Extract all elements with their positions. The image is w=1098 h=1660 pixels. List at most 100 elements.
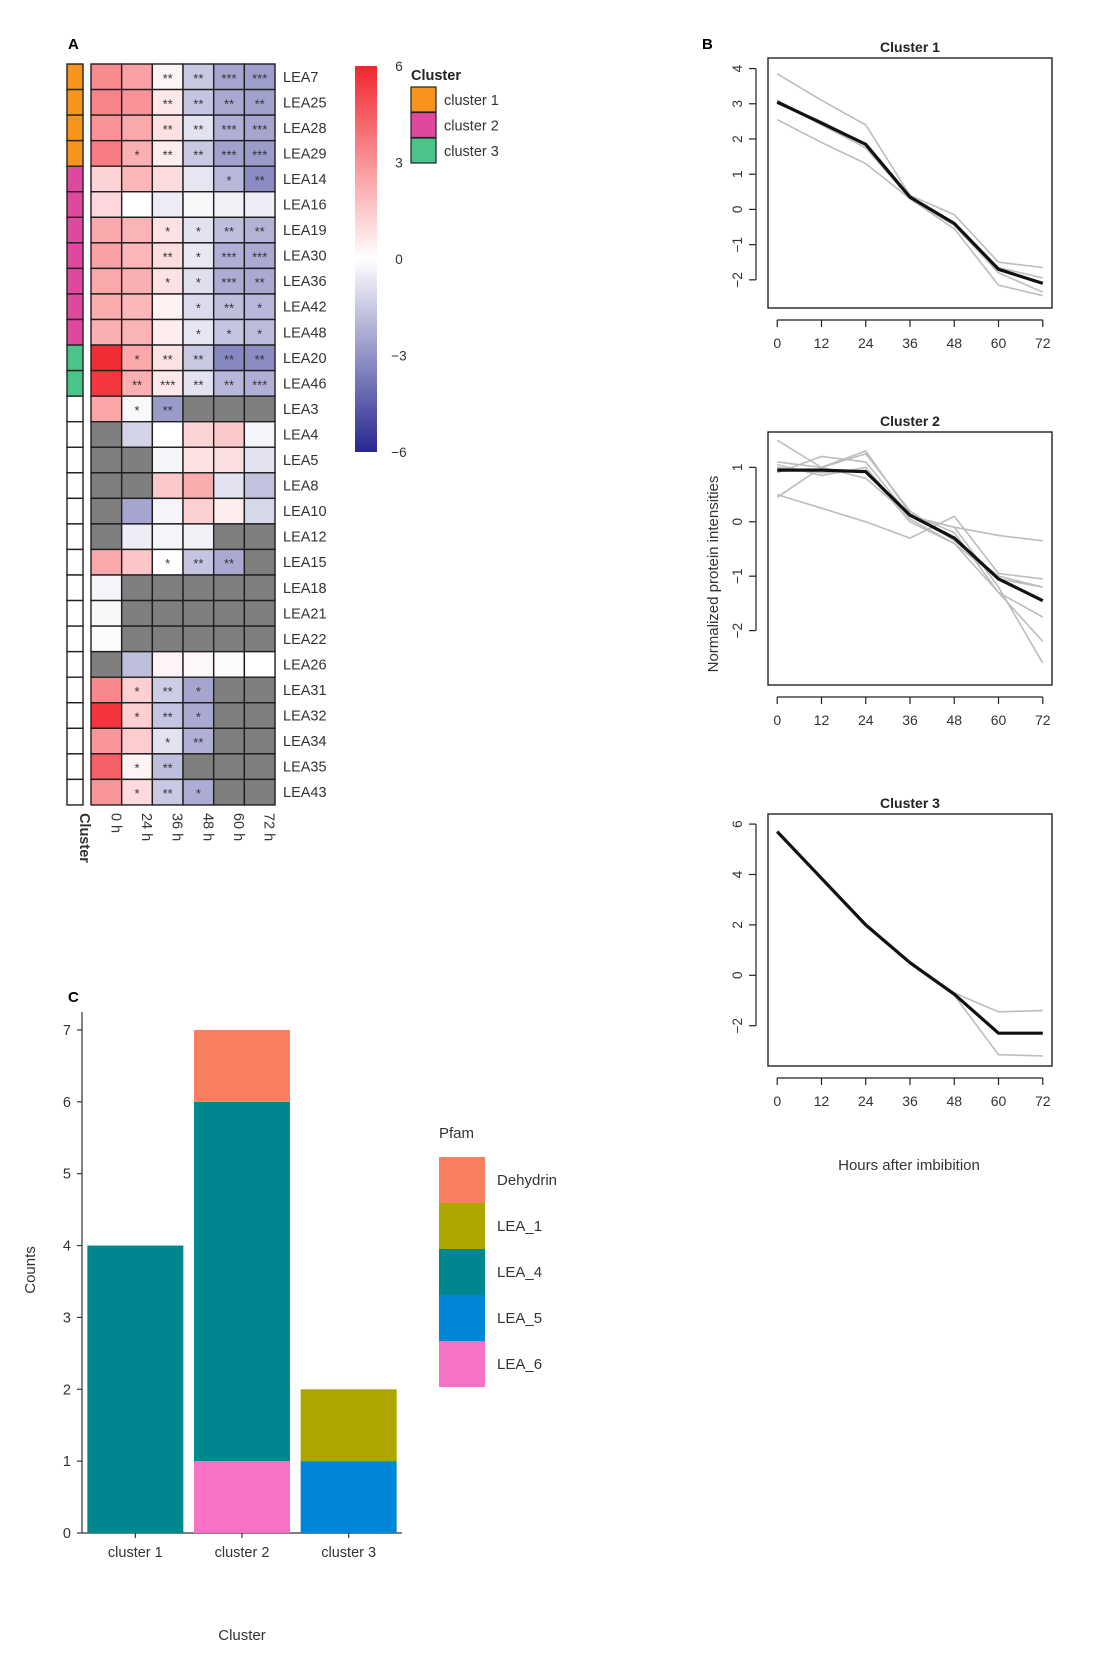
column-label: 72 h <box>261 813 277 841</box>
subplot-frame <box>767 431 1053 686</box>
significance-stars: ** <box>193 147 203 162</box>
heatmap-cell <box>120 63 154 91</box>
heatmap-cell <box>151 421 184 448</box>
significance-stars: ** <box>224 96 234 111</box>
subplot-title: Cluster 3 <box>880 795 940 811</box>
heatmap-cell <box>90 702 123 729</box>
y-tick-label: −1 <box>730 568 745 583</box>
stacked-bar-segment <box>300 1461 397 1533</box>
significance-stars: ** <box>163 786 173 801</box>
x-tick-label: 36 <box>902 1093 918 1109</box>
row-label: LEA8 <box>283 479 318 495</box>
heatmap-cell <box>182 599 215 627</box>
significance-stars: * <box>134 352 139 367</box>
heatmap-cell <box>212 599 246 627</box>
y-tick-label: 3 <box>730 100 745 108</box>
heatmap-cell <box>151 625 184 653</box>
heatmap-cell <box>120 574 154 602</box>
stacked-bar-segment <box>194 1029 290 1102</box>
heatmap-cell <box>90 191 123 218</box>
y-tick-label: 7 <box>63 1023 71 1039</box>
cluster-annotation-cell <box>66 778 84 806</box>
y-tick-label: 1 <box>730 170 745 178</box>
pfam-legend-swatch <box>439 1157 485 1203</box>
significance-stars: * <box>196 301 201 316</box>
heatmap-cell <box>243 421 276 448</box>
heatmap-cell <box>212 472 246 500</box>
heatmap-cell <box>120 523 154 551</box>
heatmap-cell <box>243 318 276 346</box>
row-label: LEA43 <box>283 785 327 801</box>
heatmap-cell <box>120 650 154 678</box>
member-profile-line <box>777 463 1043 588</box>
pfam-legend-label: LEA_4 <box>497 1264 542 1281</box>
cluster-annotation-cell <box>66 676 84 704</box>
panel-a-heatmap: A ** ** *** *** LEA7** ** ** ** LEA25** ** *** *** L… <box>66 36 499 863</box>
heatmap-cell <box>243 395 276 423</box>
significance-stars: * <box>134 403 139 418</box>
heatmap-cell <box>151 574 184 602</box>
colorbar-tick-label: 0 <box>395 252 403 267</box>
significance-stars: * <box>226 326 231 341</box>
heatmap-cell <box>90 216 123 244</box>
column-label: 48 h <box>199 813 215 841</box>
significance-stars: * <box>257 326 262 341</box>
heatmap-cell <box>243 676 276 704</box>
x-tick-label: 72 <box>1035 712 1051 728</box>
row-label: LEA28 <box>283 121 327 137</box>
cluster-annotation-cell <box>66 599 84 627</box>
pfam-legend-label: LEA_5 <box>497 1310 542 1327</box>
heatmap-cell <box>182 472 215 500</box>
heatmap-cell <box>243 446 276 474</box>
heatmap-cell <box>243 523 276 551</box>
significance-stars: ** <box>163 710 173 725</box>
heatmap-cell <box>120 625 154 653</box>
significance-stars: *** <box>221 71 236 86</box>
row-label: LEA16 <box>283 198 327 214</box>
significance-stars: ** <box>224 377 234 392</box>
mean-profile-line <box>777 468 1044 603</box>
row-label: LEA48 <box>283 325 327 341</box>
heatmap-cell <box>212 395 246 423</box>
significance-stars: ** <box>163 96 173 111</box>
x-tick-label: cluster 3 <box>321 1545 376 1561</box>
cluster-subplot: Cluster 1 4 3 2 1 0 −1 −2 0 12 24 36 48 60 72 <box>730 39 1053 351</box>
colorbar-tick-label: −6 <box>391 445 406 460</box>
x-tick-label: 0 <box>773 1093 781 1109</box>
heatmap-cell <box>120 753 154 781</box>
significance-stars: * <box>196 326 201 341</box>
colorbar-tick-label: 6 <box>395 59 403 74</box>
heatmap-cell <box>90 63 123 91</box>
significance-stars: ** <box>193 377 203 392</box>
y-tick-label: 4 <box>730 64 745 72</box>
significance-stars: ** <box>163 684 173 699</box>
significance-stars: * <box>165 735 170 750</box>
x-tick-label: 12 <box>814 335 830 351</box>
x-tick-label: 60 <box>991 712 1007 728</box>
heatmap-cell <box>243 216 276 244</box>
subplot-title: Cluster 1 <box>880 39 940 55</box>
cluster-annotation-cell <box>66 267 84 295</box>
heatmap-cell <box>243 88 276 116</box>
cluster-annotation-cell <box>66 242 84 270</box>
heatmap-cell <box>90 139 123 167</box>
cluster-annotation-cell <box>66 702 84 729</box>
significance-stars: ** <box>132 377 142 392</box>
stacked-bar-segment <box>194 1101 290 1462</box>
heatmap-cell <box>120 165 154 193</box>
heatmap-cell <box>120 395 154 423</box>
heatmap-cell <box>90 472 123 500</box>
significance-stars: ** <box>163 71 173 86</box>
significance-stars: ** <box>224 301 234 316</box>
member-profile-line <box>776 103 1043 279</box>
member-profile-line <box>776 831 1043 1057</box>
significance-stars: *** <box>252 377 267 392</box>
x-axis-title: Hours after imbibition <box>838 1157 980 1174</box>
heatmap-cell <box>90 650 123 678</box>
heatmap-cell <box>90 778 123 806</box>
heatmap-cell <box>243 63 276 91</box>
heatmap-cell <box>120 421 154 448</box>
significance-stars: * <box>196 710 201 725</box>
row-label: LEA34 <box>283 734 327 750</box>
